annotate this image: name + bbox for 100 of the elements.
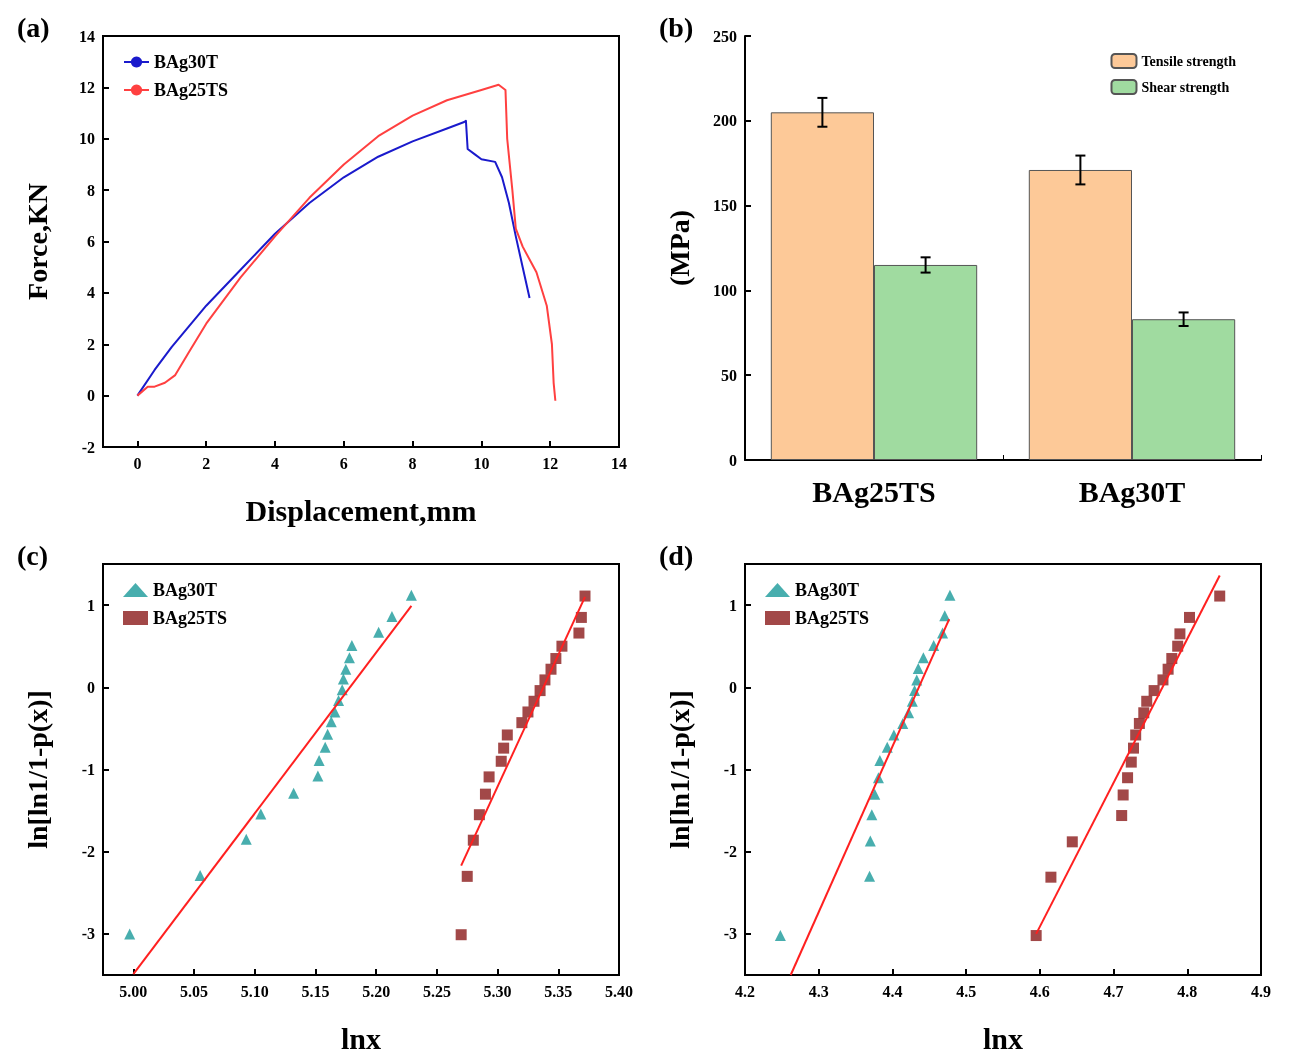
point <box>516 717 528 729</box>
x-tick-label: 2 <box>202 454 211 472</box>
y-tick-label: 1 <box>729 596 737 614</box>
point <box>1141 695 1153 707</box>
point <box>288 787 300 799</box>
y-tick-label: 8 <box>87 181 95 199</box>
x-tick-label: 4.4 <box>882 982 903 1000</box>
x-tick-label: 4 <box>271 454 279 472</box>
x-tick-label: 12 <box>542 454 559 472</box>
y-tick-label: 4 <box>87 284 95 302</box>
y-tick-label: -1 <box>81 761 95 778</box>
point <box>1117 789 1129 801</box>
point <box>343 652 355 664</box>
y-tick-label: 2 <box>87 335 95 353</box>
point <box>1066 836 1078 848</box>
x-tick-label: 4.8 <box>1177 982 1198 1000</box>
y-tick-label: -3 <box>81 925 95 943</box>
y-tick-label: 14 <box>79 27 95 45</box>
x-tick-label: 5.10 <box>240 982 269 1000</box>
point <box>869 788 881 800</box>
legend-label: BAg30T <box>795 580 860 600</box>
point <box>405 589 417 601</box>
y-axis-title: ln[ln1/1-p(x)] <box>21 690 53 849</box>
y-tick-label: 50 <box>721 366 737 384</box>
y-tick-label: 0 <box>87 387 95 405</box>
y-tick-label: 100 <box>713 281 737 299</box>
y-tick-label: 12 <box>79 78 95 96</box>
legend-label: BAg25TS <box>154 80 229 100</box>
point <box>912 662 924 674</box>
x-tick-label: 5.20 <box>362 982 391 1000</box>
point <box>944 589 956 601</box>
y-tick-label: 6 <box>87 233 95 250</box>
legend-label: BAg30T <box>153 580 218 600</box>
point <box>579 590 591 602</box>
point <box>479 788 491 800</box>
x-tick-label: 4.5 <box>956 982 977 1000</box>
point <box>1148 685 1160 697</box>
point <box>495 755 507 767</box>
point <box>322 728 334 740</box>
chart-title: (c) <box>17 539 49 571</box>
y-tick-label: 200 <box>713 112 737 130</box>
point <box>124 928 136 940</box>
legend-label: BAg30T <box>154 52 219 72</box>
y-tick-label: 250 <box>713 27 737 45</box>
y-tick-label: -2 <box>81 438 95 456</box>
y-tick-label: 150 <box>713 197 737 215</box>
x-tick-label: BAg25TS <box>812 474 936 508</box>
point <box>501 729 513 741</box>
point <box>1214 590 1226 602</box>
x-tick-label: 5.35 <box>544 982 573 1000</box>
y-tick-label: 0 <box>87 678 95 696</box>
point <box>1174 628 1186 640</box>
y-axis-title: ln[ln1/1-p(x)] <box>663 690 695 849</box>
chart-title: (b) <box>659 11 694 43</box>
x-tick-label: 5.05 <box>180 982 209 1000</box>
legend-label: BAg25TS <box>795 608 870 628</box>
x-tick-label: 4.6 <box>1029 982 1050 1000</box>
x-tick-label: 5.00 <box>119 982 148 1000</box>
legend-label: Tensile strength <box>1141 53 1237 69</box>
point <box>319 741 331 753</box>
x-tick-label: 5.30 <box>483 982 512 1000</box>
point <box>1116 810 1128 822</box>
x-tick-label: 0 <box>133 454 142 472</box>
x-axis-title: lnx <box>340 1021 382 1055</box>
point <box>774 930 786 942</box>
line-series <box>136 83 557 402</box>
x-axis-title: lnx <box>982 1021 1024 1055</box>
y-tick-label: -2 <box>81 843 95 861</box>
point <box>864 870 876 882</box>
point <box>1045 871 1057 883</box>
point <box>386 611 398 623</box>
x-tick-label: 4.7 <box>1103 982 1124 1000</box>
point <box>346 639 358 651</box>
x-tick-label: 8 <box>408 454 417 472</box>
point <box>325 716 337 728</box>
point <box>1125 756 1137 768</box>
y-tick-label: 10 <box>79 130 95 148</box>
point <box>1030 930 1042 942</box>
chart-title: (d) <box>659 539 694 571</box>
point <box>874 754 886 766</box>
point <box>483 771 495 783</box>
point <box>498 742 510 754</box>
y-tick-label: 1 <box>87 596 95 614</box>
x-tick-label: 4.2 <box>735 982 755 1000</box>
y-axis-title: (MPa) <box>663 209 695 287</box>
legend-label: BAg25TS <box>153 608 228 628</box>
point <box>1172 640 1184 652</box>
x-tick-label: BAg30T <box>1078 474 1186 508</box>
point <box>194 870 206 882</box>
x-tick-label: 5.15 <box>301 982 330 1000</box>
x-tick-label: 5.40 <box>605 982 633 1000</box>
point <box>573 627 585 639</box>
x-tick-label: 10 <box>473 454 490 472</box>
y-tick-label: -3 <box>723 925 737 943</box>
x-tick-label: 4.3 <box>808 982 829 1000</box>
x-axis-title: Displacement,mm <box>245 493 477 527</box>
point <box>1166 653 1178 665</box>
x-tick-label: 5.25 <box>422 982 451 1000</box>
point <box>255 808 267 820</box>
point <box>313 754 325 766</box>
